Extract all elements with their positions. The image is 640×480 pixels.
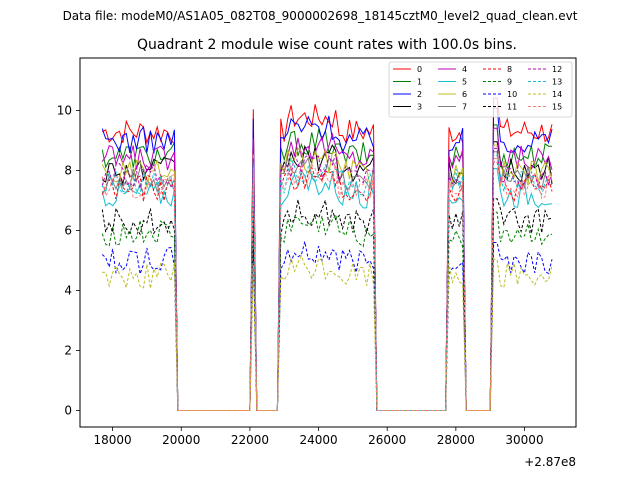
legend-label: 3 bbox=[417, 103, 422, 112]
y-tick-label: 6 bbox=[64, 224, 72, 238]
y-tick-label: 4 bbox=[64, 284, 72, 298]
y-tick-label: 2 bbox=[64, 344, 72, 358]
legend-label: 5 bbox=[462, 78, 467, 87]
legend-label: 0 bbox=[417, 65, 422, 74]
legend-label: 4 bbox=[462, 65, 467, 74]
x-tick-label: 20000 bbox=[162, 433, 200, 447]
legend-label: 13 bbox=[552, 78, 562, 87]
figure-suptitle: Data file: modeM0/AS1A05_082T08_90000026… bbox=[63, 9, 578, 23]
legend-label: 15 bbox=[552, 103, 562, 112]
y-tick-label: 10 bbox=[57, 104, 72, 118]
x-tick-label: 22000 bbox=[231, 433, 269, 447]
legend-label: 1 bbox=[417, 78, 422, 87]
series-line-module-14 bbox=[102, 254, 553, 411]
x-tick-label: 18000 bbox=[94, 433, 132, 447]
y-tick-label: 8 bbox=[64, 164, 72, 178]
legend-label: 7 bbox=[462, 103, 467, 112]
x-tick-label: 26000 bbox=[368, 433, 406, 447]
x-tick-label: 28000 bbox=[437, 433, 475, 447]
x-axis-offset-label: +2.87e8 bbox=[524, 455, 576, 469]
y-axis: 0 2 4 6 8 10 bbox=[57, 104, 80, 418]
series-line-module-11 bbox=[101, 198, 553, 411]
legend-label: 11 bbox=[507, 103, 517, 112]
series-layer bbox=[101, 97, 553, 411]
legend-frame bbox=[388, 61, 573, 118]
legend-label: 10 bbox=[507, 90, 517, 99]
legend-label: 8 bbox=[507, 65, 512, 74]
legend-label: 9 bbox=[507, 78, 512, 87]
x-axis: 18000 20000 22000 24000 26000 28000 30000 bbox=[94, 427, 544, 447]
x-tick-label: 30000 bbox=[505, 433, 543, 447]
x-tick-label: 24000 bbox=[299, 433, 337, 447]
legend-label: 6 bbox=[462, 90, 467, 99]
chart-title: Quadrant 2 module wise count rates with … bbox=[137, 37, 517, 53]
legend-label: 14 bbox=[552, 90, 562, 99]
y-tick-label: 0 bbox=[64, 404, 72, 418]
legend-label: 12 bbox=[552, 65, 562, 74]
plot-area-frame bbox=[79, 57, 577, 428]
legend-label: 2 bbox=[417, 90, 422, 99]
